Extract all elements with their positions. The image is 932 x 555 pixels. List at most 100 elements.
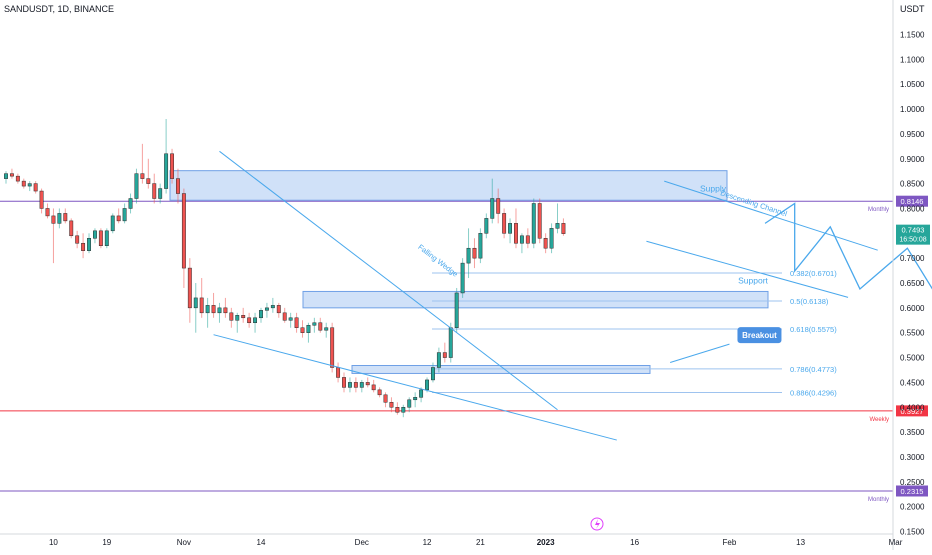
y-tick-label: 0.3500	[900, 428, 925, 437]
countdown-label: 16:50:08	[899, 237, 926, 244]
candle-body	[519, 235, 524, 244]
candle-body	[543, 238, 548, 249]
breakout-pointer-line	[670, 343, 730, 363]
candle-body	[561, 223, 566, 234]
x-tick-label: Dec	[355, 538, 369, 547]
zone-retest	[351, 365, 651, 374]
candle-body	[253, 317, 258, 324]
candle-body	[288, 317, 293, 321]
level-badge-text: 0.2315	[901, 487, 924, 496]
wedge-upper-line	[219, 150, 558, 411]
candle-body	[247, 317, 252, 324]
lightning-glyph	[595, 519, 600, 529]
candle-body	[330, 327, 335, 368]
candle-body	[170, 153, 174, 179]
candle-body	[211, 305, 216, 314]
candle-body	[229, 312, 234, 321]
fib-label: 0.886(0.4296)	[790, 389, 837, 398]
x-tick-label: 2023	[537, 538, 555, 547]
candle-body	[259, 310, 263, 319]
candle-body	[181, 193, 186, 269]
y-tick-label: 0.5000	[900, 354, 925, 363]
candle-body	[537, 203, 542, 239]
y-tick-label: 0.6000	[900, 304, 925, 313]
level-badge-text: 0.8146	[901, 197, 924, 206]
current-price-label: 0.7493	[902, 226, 925, 235]
breakout-label: Breakout	[742, 331, 777, 340]
fib-label: 0.5(0.6138)	[790, 297, 829, 306]
candle-body	[525, 235, 530, 244]
candle-body	[431, 367, 435, 381]
candle-body	[4, 173, 8, 179]
candle-body	[282, 312, 287, 321]
candle-body	[359, 382, 364, 388]
y-tick-label: 0.7000	[900, 254, 925, 263]
y-tick-label: 0.9000	[900, 155, 925, 164]
candle-body	[419, 389, 424, 398]
candle-body	[478, 233, 483, 259]
candle-body	[353, 382, 358, 388]
y-tick-label: 0.4500	[900, 378, 925, 387]
candle-body	[9, 173, 14, 177]
level-tag-monthly: Monthly	[868, 207, 889, 213]
y-tick-label: 0.8500	[900, 180, 925, 189]
candle-body	[294, 317, 299, 328]
y-tick-label: 0.3000	[900, 453, 925, 462]
y-tick-label: 1.1000	[900, 55, 925, 64]
x-tick-label: Nov	[177, 538, 191, 547]
y-tick-label: 0.8000	[900, 204, 925, 213]
level-tag-monthly: Monthly	[868, 497, 889, 503]
candle-body	[436, 352, 441, 368]
current-price-badge	[896, 224, 930, 245]
candle-body	[176, 178, 180, 194]
y-tick-label: 1.1500	[900, 31, 925, 40]
level-tag-weekly: Weekly	[869, 417, 889, 423]
candle-body	[401, 407, 406, 413]
x-tick-label: 10	[49, 538, 58, 547]
y-tick-label: 0.2500	[900, 478, 925, 487]
y-tick-label: 0.1500	[900, 528, 925, 537]
candle-body	[63, 213, 68, 222]
candle-body	[33, 183, 38, 192]
x-tick-label: 13	[796, 538, 805, 547]
candle-body	[134, 173, 139, 199]
candle-body	[98, 230, 103, 246]
candle-body	[217, 307, 222, 314]
candle-body	[496, 198, 501, 214]
zone-support	[302, 290, 769, 309]
candle-body	[15, 175, 20, 182]
x-tick-label: 12	[423, 538, 432, 547]
candle-body	[490, 198, 495, 219]
candle-body	[484, 218, 489, 234]
projection-path	[764, 202, 932, 291]
level-badge-text: 0.3927	[901, 407, 924, 416]
candle-body	[152, 183, 157, 199]
candle-body	[389, 402, 394, 408]
currency-label: USDT	[900, 4, 925, 14]
candle-body	[318, 322, 323, 331]
candle-body	[158, 188, 163, 199]
candle-body	[508, 223, 513, 234]
breakout-callout	[737, 327, 782, 344]
x-tick-label: 19	[102, 538, 111, 547]
y-tick-label: 1.0500	[900, 80, 925, 89]
wedge-lower-line	[213, 334, 617, 441]
candle-body	[116, 215, 121, 222]
candle-body	[21, 180, 26, 187]
candle-body	[110, 215, 115, 232]
candle-body	[39, 190, 44, 209]
candle-body	[395, 407, 400, 413]
descending-channel-label: Descending Channel	[719, 188, 788, 218]
candle-body	[87, 238, 91, 251]
lightning-icon	[590, 517, 604, 531]
candle-body	[81, 242, 86, 251]
candle-body	[306, 324, 311, 333]
candle-body	[223, 307, 228, 314]
candle-body	[448, 327, 453, 358]
candle-body	[241, 315, 246, 319]
candle-body	[140, 173, 145, 179]
candle-body	[531, 203, 536, 244]
candle-body	[371, 384, 376, 391]
candle-body	[514, 223, 518, 244]
